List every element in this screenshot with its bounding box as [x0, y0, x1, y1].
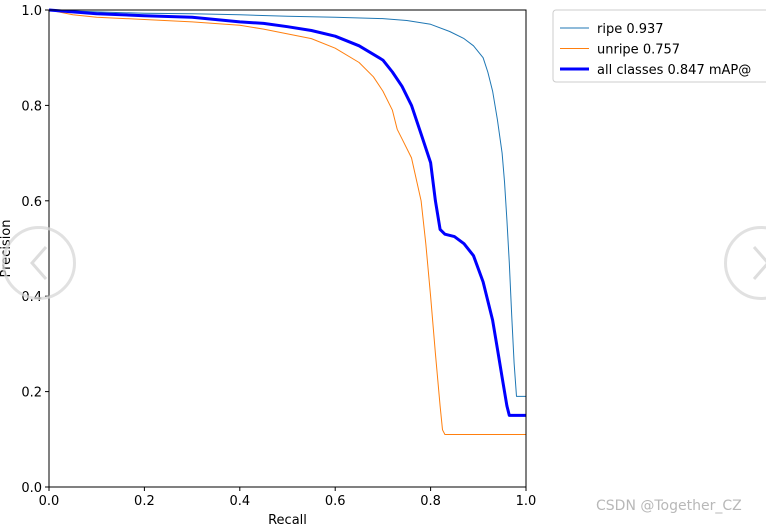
series-line-0: [48, 9, 526, 397]
plot-frame: [48, 9, 527, 488]
x-tick-label: 0.2: [134, 494, 155, 509]
previous-arrow-button[interactable]: [2, 226, 76, 300]
y-tick-label: 0.0: [21, 481, 42, 496]
legend-box: [552, 9, 766, 83]
chevron-right-icon: [752, 246, 766, 280]
x-tick-label: 0.4: [229, 494, 250, 509]
legend: ripe 0.937 unripe 0.757 all classes 0.847 …: [552, 9, 766, 83]
x-tick-label: 0.8: [420, 494, 441, 509]
legend-label: ripe 0.937: [597, 22, 664, 37]
legend-label: unripe 0.757: [597, 43, 680, 58]
legend-label: all classes 0.847 mAP@: [597, 63, 751, 78]
x-tick-label: 0.6: [325, 494, 346, 509]
series-line-1: [48, 9, 526, 435]
x-axis: 0.0 0.2 0.4 0.6 0.8 1.0: [39, 487, 537, 509]
chevron-left-icon: [30, 246, 48, 280]
series-line-2: [48, 8, 526, 417]
watermark-text: CSDN @Together_CZ: [596, 498, 742, 514]
x-axis-title: Recall: [268, 513, 307, 527]
plot-lines: [48, 8, 526, 435]
x-tick-label: 1.0: [516, 494, 537, 509]
y-tick-label: 0.2: [21, 386, 42, 401]
x-tick-label: 0.0: [39, 494, 60, 509]
y-tick-label: 0.8: [21, 99, 42, 114]
y-tick-label: 1.0: [21, 4, 42, 19]
y-tick-label: 0.6: [21, 195, 42, 210]
